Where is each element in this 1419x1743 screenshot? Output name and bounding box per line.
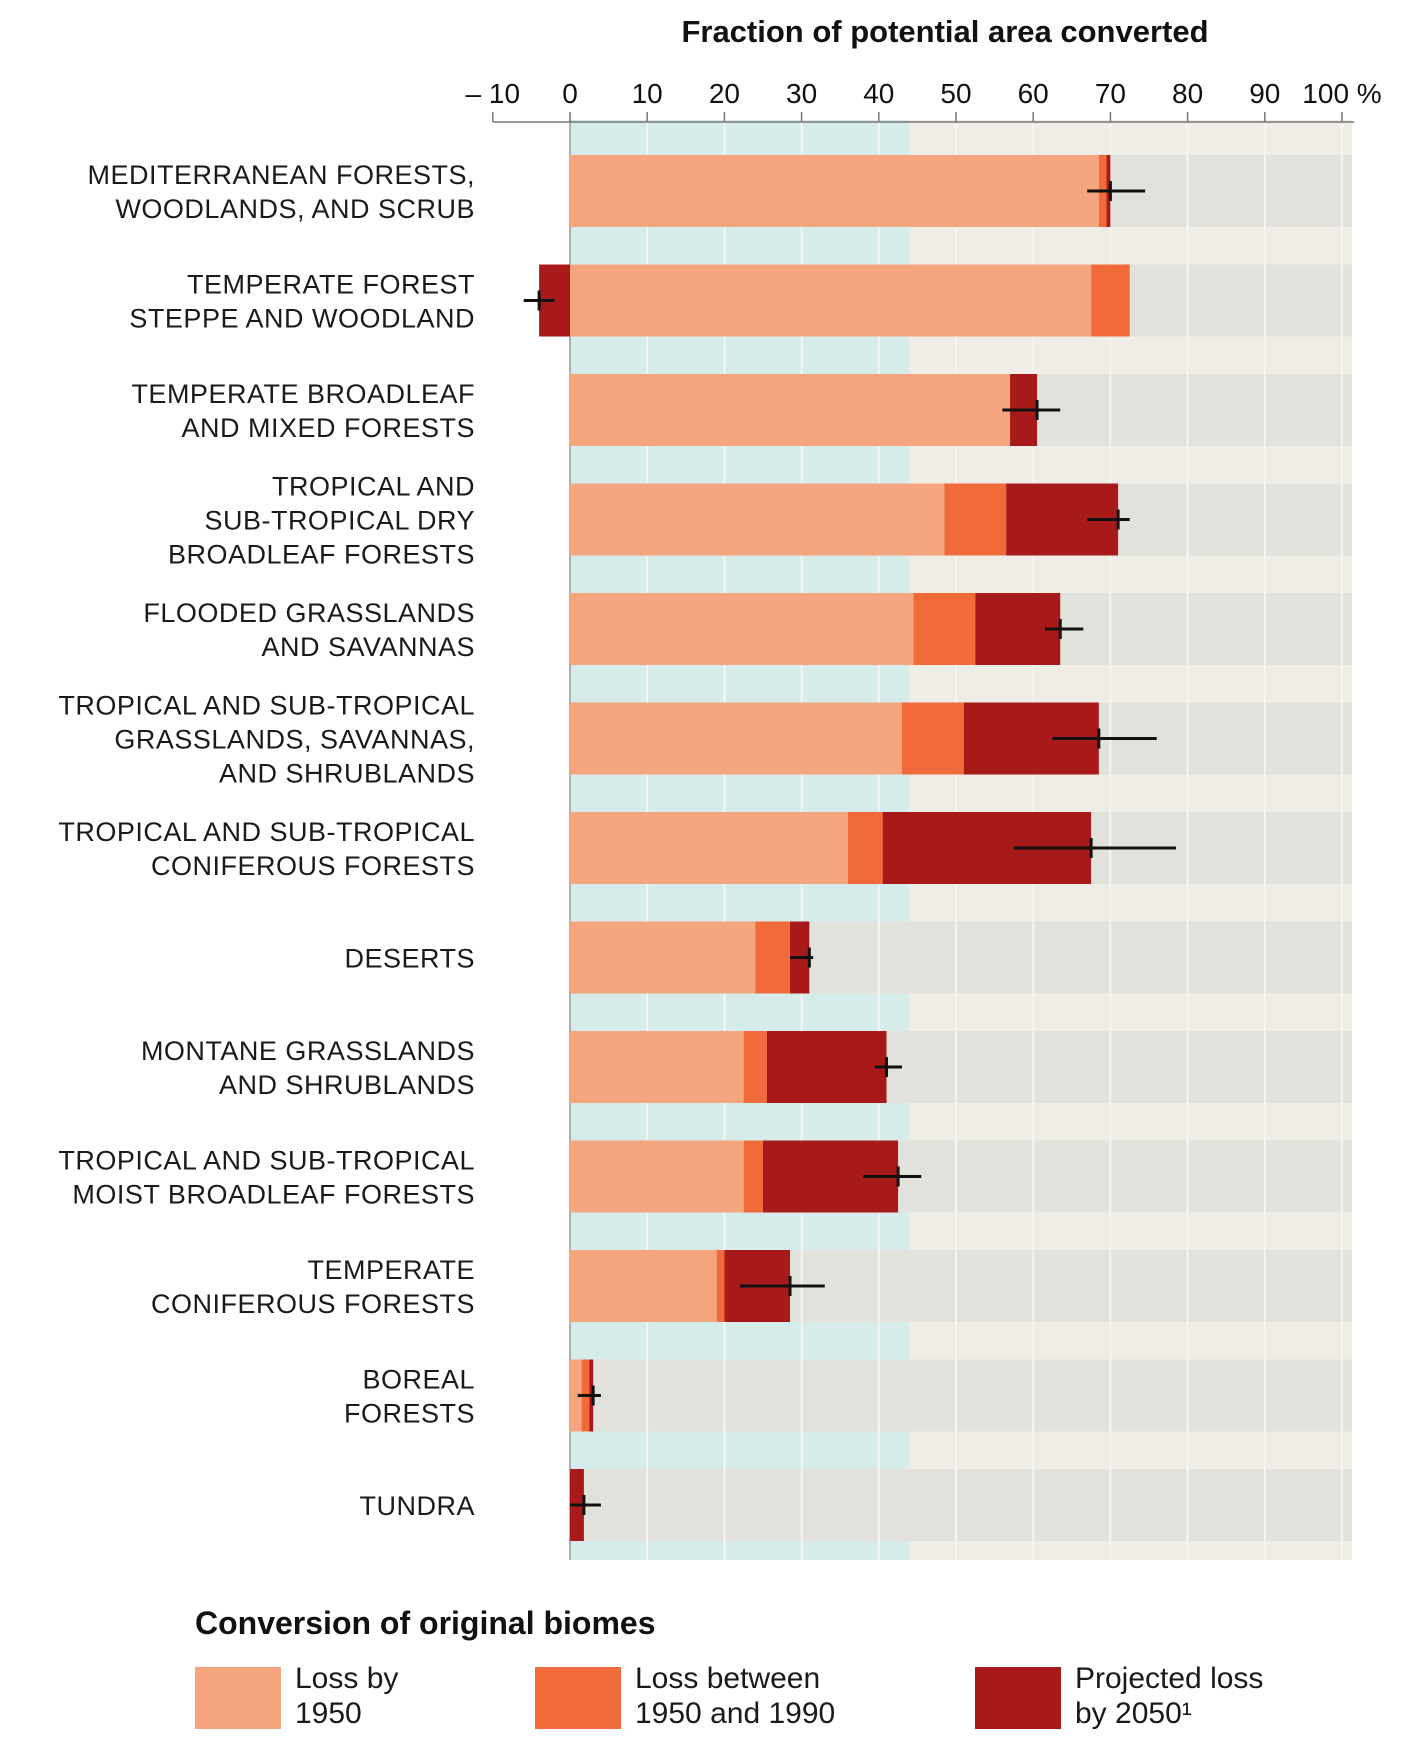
bar-segment-loss-1950 <box>570 483 945 556</box>
x-axis: Fraction of potential area converted – 1… <box>466 14 1382 123</box>
category-label: CONIFEROUS FORESTS <box>151 1289 475 1319</box>
category-label: WOODLANDS, AND SCRUB <box>115 194 475 224</box>
category-label: BOREAL <box>362 1365 475 1395</box>
x-tick-label: – 10 <box>466 78 521 109</box>
category-label: DESERTS <box>344 944 475 974</box>
legend-label-loss-1950: Loss by 1950 <box>295 1662 399 1730</box>
bar-segment-loss-1950 <box>570 921 756 994</box>
category-label: TEMPERATE <box>307 1255 475 1285</box>
x-tick-label: 10 <box>632 78 663 109</box>
legend-label-projected-2050: Projected loss by 2050¹ <box>1075 1662 1264 1730</box>
bar-segment-loss-1950-1990 <box>1091 264 1130 337</box>
category-label: TROPICAL AND SUB-TROPICAL <box>58 1146 475 1176</box>
bars <box>539 155 1130 1541</box>
bar-segment-loss-1950-1990 <box>913 593 976 665</box>
bar-segment-loss-1950 <box>570 374 1011 446</box>
category-label: SUB-TROPICAL DRY <box>204 506 475 536</box>
bar-segment-loss-1950 <box>570 1140 744 1213</box>
legend-swatch-projected-2050 <box>975 1667 1061 1729</box>
x-tick-label: 60 <box>1018 78 1049 109</box>
x-tick-label: 70 <box>1095 78 1126 109</box>
bar-segment-loss-1950-1990 <box>743 1031 767 1103</box>
category-label: TROPICAL AND <box>272 472 475 502</box>
category-label: MOIST BROADLEAF FORESTS <box>72 1180 475 1210</box>
category-label: TROPICAL AND SUB-TROPICAL <box>58 691 475 721</box>
category-label: AND SHRUBLANDS <box>219 1070 475 1100</box>
legend-title: Conversion of original biomes <box>195 1605 656 1641</box>
biome-conversion-chart: Fraction of potential area converted – 1… <box>58 14 1382 1560</box>
category-label: MONTANE GRASSLANDS <box>141 1036 475 1066</box>
bar-segment-loss-1950 <box>570 593 914 665</box>
row-band <box>570 1359 1352 1432</box>
x-tick-label: 100 % <box>1302 78 1381 109</box>
category-label: FLOODED GRASSLANDS <box>143 598 475 628</box>
bar-segment-loss-1950-1990 <box>847 812 883 884</box>
bar-segment-loss-1950-1990 <box>755 921 791 994</box>
bar-segment-loss-1950 <box>570 1250 717 1322</box>
category-label: CONIFEROUS FORESTS <box>151 851 475 881</box>
x-tick-label: 30 <box>786 78 817 109</box>
row-band <box>570 1469 1352 1541</box>
x-tick-label: 0 <box>562 78 578 109</box>
legend-swatch-loss-1950-1990 <box>535 1667 621 1729</box>
bar-segment-loss-1950-1990 <box>716 1250 725 1322</box>
bar-segment-loss-1950 <box>570 812 848 884</box>
x-tick-label: 20 <box>709 78 740 109</box>
category-label: FORESTS <box>344 1399 475 1429</box>
category-labels: MEDITERRANEAN FORESTS, WOODLANDS, AND SCR… <box>58 160 476 1521</box>
category-label: MEDITERRANEAN FORESTS, <box>87 160 475 190</box>
bar-segment-loss-1950 <box>570 1031 744 1103</box>
category-label: AND MIXED FORESTS <box>181 413 475 443</box>
bar-segment-loss-1950-1990 <box>944 483 1007 556</box>
category-label: TEMPERATE FOREST <box>187 270 475 300</box>
x-tick-label: 90 <box>1249 78 1280 109</box>
x-tick-label: 40 <box>863 78 894 109</box>
category-label: TUNDRA <box>360 1491 476 1521</box>
legend-swatch-loss-1950 <box>195 1667 281 1729</box>
bar-segment-loss-1950-1990 <box>743 1140 763 1213</box>
bar-segment-loss-1950-1990 <box>901 702 964 775</box>
bar-segment-loss-1950 <box>570 702 902 775</box>
category-label: TROPICAL AND SUB-TROPICAL <box>58 817 475 847</box>
category-label: STEPPE AND WOODLAND <box>129 304 475 334</box>
bar-segment-loss-1950 <box>570 264 1092 337</box>
category-label: AND SHRUBLANDS <box>219 759 475 789</box>
legend: Conversion of original biomes Loss by 19… <box>195 1605 1375 1740</box>
x-tick-label: 80 <box>1172 78 1203 109</box>
bar-segment-loss-1950 <box>570 155 1099 227</box>
category-label: BROADLEAF FORESTS <box>168 540 475 570</box>
bar-segment-projected-2050 <box>766 1031 887 1103</box>
x-axis-title: Fraction of potential area converted <box>681 14 1208 49</box>
error-bars <box>523 181 1177 1515</box>
category-label: GRASSLANDS, SAVANNAS, <box>114 725 475 755</box>
category-label: AND SAVANNAS <box>261 632 475 662</box>
x-tick-label: 50 <box>940 78 971 109</box>
bar-segment-loss-1950 <box>570 1359 582 1432</box>
category-label: TEMPERATE BROADLEAF <box>131 379 475 409</box>
legend-label-loss-1950-1990: Loss between 1950 and 1990 <box>635 1662 836 1730</box>
